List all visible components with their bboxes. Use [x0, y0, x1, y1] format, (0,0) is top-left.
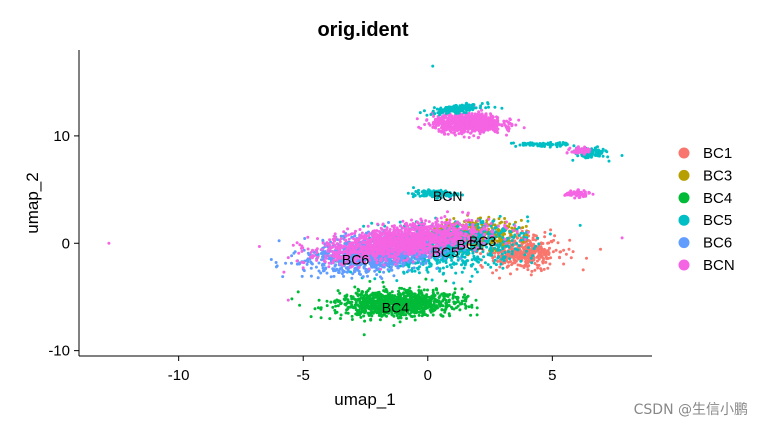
legend-label-bc5: BC5 [703, 212, 732, 229]
legend-key-bc3 [678, 169, 690, 181]
legend-key-bcn [678, 259, 690, 271]
cluster-label-bc1: BC1 [457, 236, 484, 252]
scatter-points [107, 64, 624, 337]
x-tick-label: 5 [548, 367, 556, 384]
cluster-label-bc6: BC6 [342, 251, 369, 267]
watermark: CSDN @生信小鹏 [633, 402, 748, 418]
x-tick-label: -5 [297, 367, 310, 384]
x-tick-label: 0 [424, 367, 432, 384]
legend-label-bc4: BC4 [703, 190, 732, 207]
cluster-label-bc3: BC3 [469, 233, 496, 249]
y-axis-title: umap_2 [23, 172, 42, 233]
legend-key-bc5 [678, 214, 690, 226]
y-tick-label: -10 [48, 343, 70, 360]
x-axis-title: umap_1 [334, 390, 395, 409]
legend-label-bcn: BCN [703, 257, 735, 274]
x-tick-label: -10 [168, 367, 190, 384]
legend-key-bc1 [678, 147, 690, 159]
cluster-label-bcn: BCN [433, 188, 463, 204]
legend-label-bc6: BC6 [703, 235, 732, 252]
legend-label-bc3: BC3 [703, 167, 732, 184]
legend-label-bc1: BC1 [703, 145, 732, 162]
chart-title: orig.ident [317, 19, 408, 41]
legend: BC1 BC3 BC4 BC5 BC6 BCN [678, 145, 735, 274]
legend-key-bc6 [678, 237, 690, 249]
legend-key-bc4 [678, 192, 690, 204]
y-tick-label: 0 [62, 235, 70, 252]
axis-ticks: -10 -5 0 5 -10 0 10 [48, 128, 556, 384]
y-tick-label: 10 [53, 128, 70, 145]
cluster-label-bc5: BC5 [432, 244, 459, 260]
cluster-label-bc4: BC4 [382, 300, 409, 316]
